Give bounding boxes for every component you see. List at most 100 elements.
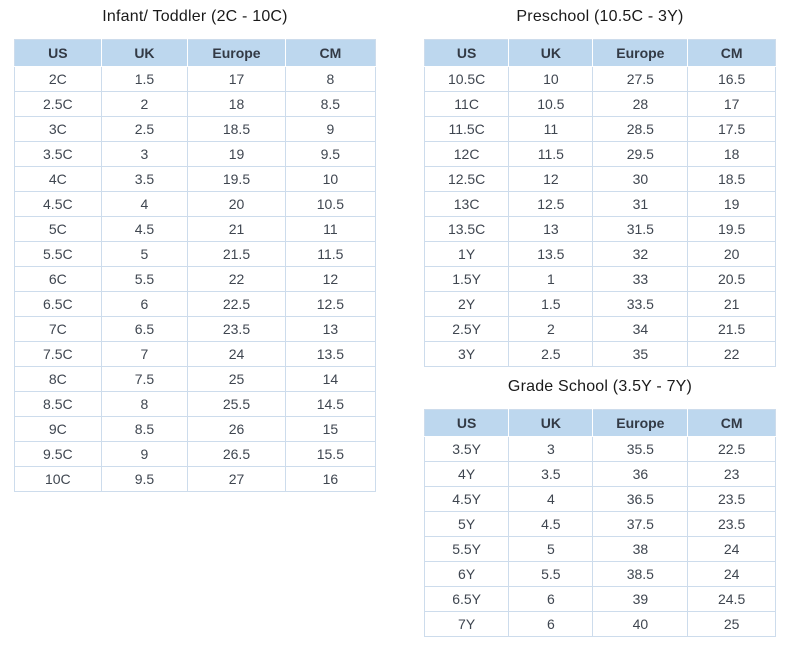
size-cell: 2.5Y xyxy=(423,316,510,342)
size-cell: 26 xyxy=(187,416,286,442)
table-row: 6.5Y 6 39 24.5 xyxy=(423,586,776,612)
size-cell: 4.5Y xyxy=(423,486,510,512)
table-header: US UK Europe CM xyxy=(423,409,776,437)
size-cell: 12.5 xyxy=(508,191,594,217)
size-cell: 18 xyxy=(687,141,776,167)
size-cell: 10.5 xyxy=(508,91,594,117)
size-table-grade-school: US UK Europe CM 3.5Y 3 35.5 22.5 4Y 3.5 36 23 4.5Y 4… xyxy=(423,409,776,637)
size-cell: 12 xyxy=(284,266,377,292)
size-cell: 21.5 xyxy=(687,316,776,342)
size-cell: 2 xyxy=(100,91,189,117)
size-cell: 23.5 xyxy=(687,486,776,512)
size-cell: 8C xyxy=(14,366,102,392)
size-cell: 12.5 xyxy=(284,291,377,317)
size-cell: 10C xyxy=(14,466,102,492)
size-cell: 5.5Y xyxy=(423,536,510,562)
table-row: 13C 12.5 31 19 xyxy=(423,191,776,217)
column-header: US xyxy=(423,409,510,437)
size-cell: 18.5 xyxy=(187,116,286,142)
size-cell: 33 xyxy=(592,266,689,292)
table-row: 2Y 1.5 33.5 21 xyxy=(423,291,776,317)
size-cell: 8.5 xyxy=(100,416,189,442)
size-cell: 13.5 xyxy=(284,341,377,367)
size-cell: 6.5C xyxy=(14,291,102,317)
size-cell: 22 xyxy=(687,341,776,367)
table-header-row: US UK Europe CM xyxy=(423,39,776,67)
table-row: 11C 10.5 28 17 xyxy=(423,91,776,117)
size-cell: 27 xyxy=(187,466,286,492)
table-row: 12.5C 12 30 18.5 xyxy=(423,166,776,192)
table-row: 2.5C 2 18 8.5 xyxy=(14,91,377,117)
size-cell: 4.5 xyxy=(508,511,594,537)
size-cell: 22.5 xyxy=(187,291,286,317)
size-chart-preschool: Preschool (10.5C - 3Y) US UK Europe CM 10.5… xyxy=(423,8,776,367)
table-row: 8.5C 8 25.5 14.5 xyxy=(14,391,377,417)
size-cell: 15 xyxy=(284,416,377,442)
table-row: 7.5C 7 24 13.5 xyxy=(14,341,377,367)
size-cell: 13 xyxy=(284,316,377,342)
size-cell: 8.5 xyxy=(284,91,377,117)
size-cell: 5Y xyxy=(423,511,510,537)
size-cell: 28 xyxy=(592,91,689,117)
size-cell: 4.5 xyxy=(100,216,189,242)
table-row: 12C 11.5 29.5 18 xyxy=(423,141,776,167)
size-cell: 3C xyxy=(14,116,102,142)
size-cell: 4.5C xyxy=(14,191,102,217)
size-cell: 36 xyxy=(592,461,689,487)
size-cell: 21 xyxy=(687,291,776,317)
column-header: US xyxy=(423,39,510,67)
size-cell: 21 xyxy=(187,216,286,242)
size-cell: 9 xyxy=(284,116,377,142)
size-cell: 13 xyxy=(508,216,594,242)
size-cell: 17 xyxy=(687,91,776,117)
size-cell: 7 xyxy=(100,341,189,367)
table-row: 7C 6.5 23.5 13 xyxy=(14,316,377,342)
column-header: CM xyxy=(687,39,776,67)
size-cell: 27.5 xyxy=(592,66,689,92)
size-cell: 1 xyxy=(508,266,594,292)
table-header-row: US UK Europe CM xyxy=(14,39,377,67)
size-cell: 10 xyxy=(284,166,377,192)
column-header: UK xyxy=(508,409,594,437)
size-cell: 18 xyxy=(187,91,286,117)
size-cell: 38.5 xyxy=(592,561,689,587)
size-cell: 3.5 xyxy=(508,461,594,487)
size-cell: 16 xyxy=(284,466,377,492)
size-cell: 6.5Y xyxy=(423,586,510,612)
table-header-row: US UK Europe CM xyxy=(423,409,776,437)
size-table-preschool: US UK Europe CM 10.5C 10 27.5 16.5 11C 10.5 28 17 1… xyxy=(423,39,776,367)
size-cell: 20 xyxy=(187,191,286,217)
size-cell: 12 xyxy=(508,166,594,192)
size-cell: 5C xyxy=(14,216,102,242)
table-body: 2C 1.5 17 8 2.5C 2 18 8.5 3C 2.5 18.5 9 3.5C 3 19 9.5 4C… xyxy=(14,66,377,492)
size-cell: 35.5 xyxy=(592,436,689,462)
size-cell: 40 xyxy=(592,611,689,637)
column-header: CM xyxy=(687,409,776,437)
table-row: 5Y 4.5 37.5 23.5 xyxy=(423,511,776,537)
size-cell: 28.5 xyxy=(592,116,689,142)
size-cell: 3 xyxy=(100,141,189,167)
size-cell: 6 xyxy=(508,611,594,637)
size-cell: 2 xyxy=(508,316,594,342)
size-cell: 6Y xyxy=(423,561,510,587)
size-cell: 6 xyxy=(100,291,189,317)
size-chart-infant-toddler: Infant/ Toddler (2C - 10C) US UK Europe CM … xyxy=(14,8,377,492)
size-cell: 3Y xyxy=(423,341,510,367)
table-title-infant-toddler: Infant/ Toddler (2C - 10C) xyxy=(102,8,288,25)
table-row: 4.5Y 4 36.5 23.5 xyxy=(423,486,776,512)
size-cell: 19.5 xyxy=(687,216,776,242)
size-cell: 4 xyxy=(100,191,189,217)
size-cell: 11 xyxy=(284,216,377,242)
size-cell: 4C xyxy=(14,166,102,192)
size-cell: 12C xyxy=(423,141,510,167)
column-header: Europe xyxy=(592,409,689,437)
size-cell: 24 xyxy=(187,341,286,367)
table-row: 4Y 3.5 36 23 xyxy=(423,461,776,487)
size-cell: 14.5 xyxy=(284,391,377,417)
size-cell: 8 xyxy=(100,391,189,417)
size-cell: 17 xyxy=(187,66,286,92)
size-cell: 24 xyxy=(687,536,776,562)
size-cell: 2.5 xyxy=(508,341,594,367)
size-cell: 36.5 xyxy=(592,486,689,512)
